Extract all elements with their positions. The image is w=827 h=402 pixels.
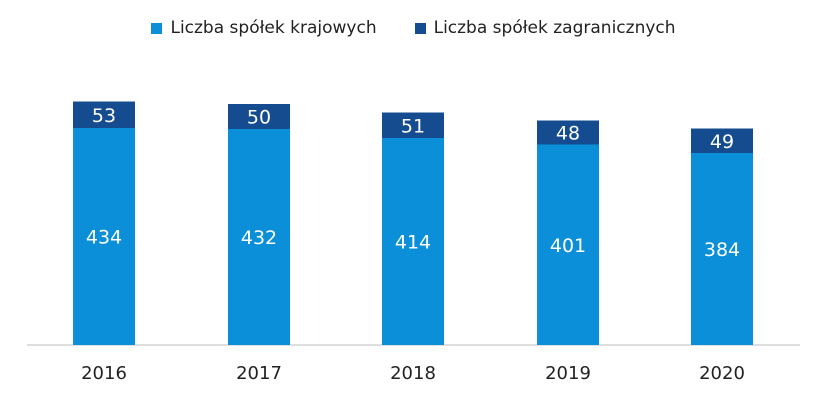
- legend-label-domestic: Liczba spółek krajowych: [170, 18, 377, 38]
- legend-swatch-domestic: [151, 22, 163, 34]
- x-tick-label-2017: 2017: [236, 363, 282, 384]
- x-tick-label-2018: 2018: [390, 363, 436, 384]
- data-label-foreign-2020: 49: [710, 131, 734, 153]
- bar-domestic-2016: [73, 128, 135, 345]
- legend-item-foreign: Liczba spółek zagranicznych: [414, 18, 676, 38]
- data-label-domestic-2017: 432: [241, 227, 277, 249]
- data-label-domestic-2016: 434: [86, 227, 122, 249]
- legend-label-foreign: Liczba spółek zagranicznych: [433, 18, 676, 38]
- x-tick-label-2019: 2019: [545, 363, 591, 384]
- bar-foreign-2019: [537, 120, 599, 145]
- bar-foreign-2018: [382, 112, 444, 138]
- bar-foreign-2017: [228, 104, 290, 129]
- x-tick-label-2016: 2016: [81, 363, 127, 384]
- x-tick-label-2020: 2020: [699, 363, 745, 384]
- data-label-foreign-2016: 53: [92, 105, 116, 127]
- bar-foreign-2020: [691, 128, 753, 153]
- data-label-foreign-2017: 50: [247, 107, 271, 129]
- bar-domestic-2019: [537, 144, 599, 345]
- bar-domestic-2018: [382, 138, 444, 345]
- bar-domestic-2017: [228, 129, 290, 345]
- bar-foreign-2016: [73, 101, 135, 128]
- data-label-foreign-2019: 48: [556, 123, 580, 145]
- legend-swatch-foreign: [414, 22, 426, 34]
- data-label-domestic-2018: 414: [395, 232, 431, 254]
- data-label-foreign-2018: 51: [401, 115, 425, 137]
- bar-domestic-2020: [691, 153, 753, 345]
- data-label-domestic-2019: 401: [550, 235, 586, 257]
- data-label-domestic-2020: 384: [704, 239, 740, 261]
- legend-item-domestic: Liczba spółek krajowych: [151, 18, 377, 38]
- legend: Liczba spółek krajowych Liczba spółek za…: [0, 18, 827, 38]
